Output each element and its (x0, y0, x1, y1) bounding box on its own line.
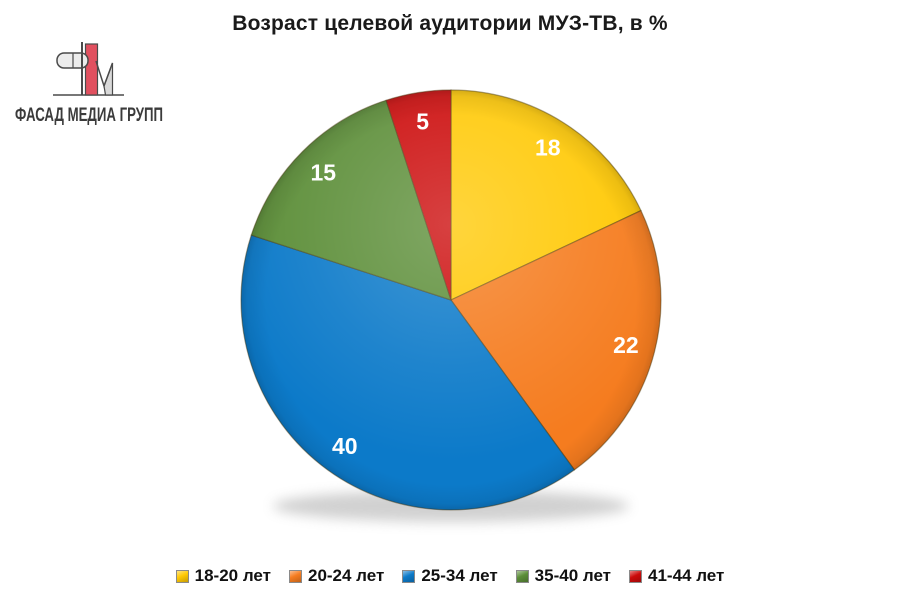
legend-item-1: 20-24 лет (288, 566, 385, 586)
data-label-3: 15 (311, 159, 337, 185)
legend-label: 25-34 лет (421, 566, 498, 585)
chart-legend: 18-20 лет 20-24 лет 25-34 лет 35-40 лет 41-4… (0, 561, 900, 591)
legend-swatch-icon (175, 569, 189, 583)
data-label-1: 22 (613, 332, 639, 358)
legend-item-0: 18-20 лет (175, 566, 271, 586)
legend-swatch-icon (515, 569, 529, 583)
legend-swatch-icon (288, 569, 302, 583)
chart-title: Возраст целевой аудитории МУЗ-ТВ, в % (232, 12, 668, 35)
logo-mark-icon: ФАСАД МЕДИА ГРУПП (15, 42, 163, 126)
legend-item-3: 35-40 лет (515, 566, 612, 586)
legend-item-4: 41-44 лет (629, 566, 724, 586)
company-logo: ФАСАД МЕДИА ГРУПП (14, 34, 184, 131)
data-label-0: 18 (535, 135, 561, 161)
pie-slices (240, 89, 662, 511)
legend-item-2: 25-34 лет (402, 566, 498, 586)
legend-label: 35-40 лет (534, 566, 612, 585)
legend-label: 20-24 лет (307, 566, 385, 585)
legend-label: 41-44 лет (648, 566, 725, 585)
logo-text: ФАСАД МЕДИА ГРУПП (15, 105, 163, 126)
legend-swatch-icon (402, 569, 416, 583)
data-label-4: 5 (416, 109, 429, 135)
data-label-2: 40 (332, 433, 358, 459)
legend-label: 18-20 лет (194, 566, 271, 585)
pie-data-labels: 18 22 40 15 5 (311, 109, 639, 460)
legend-swatch-icon (629, 569, 643, 583)
